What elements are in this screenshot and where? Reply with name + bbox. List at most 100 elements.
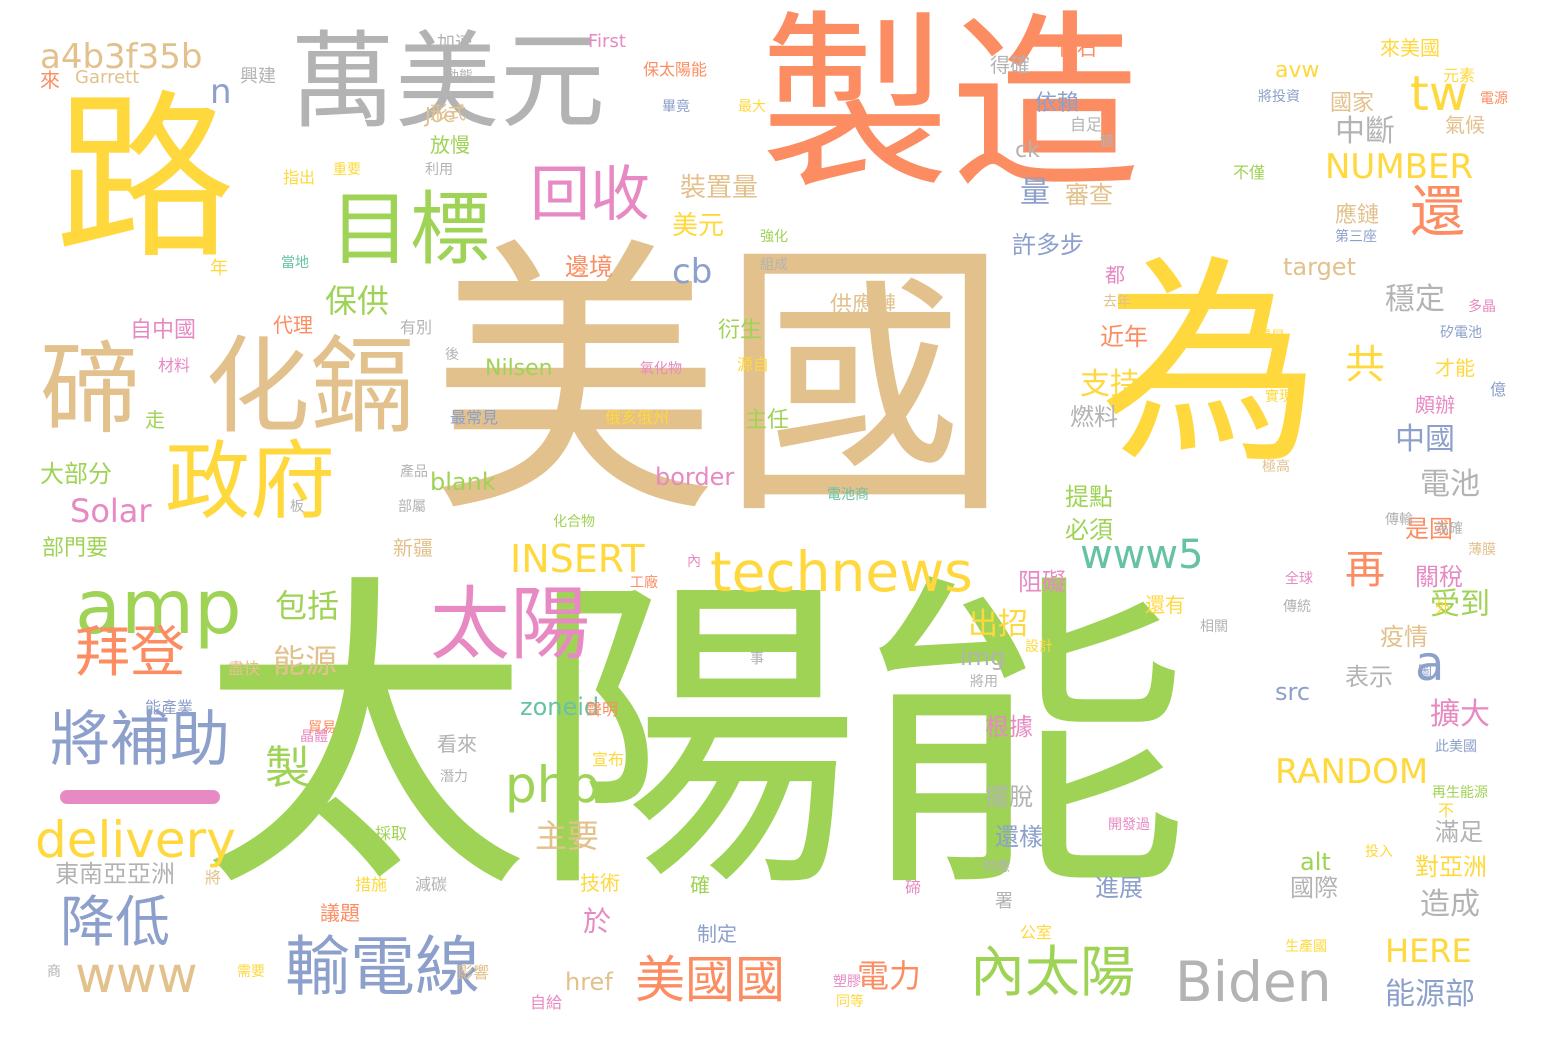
- cloud-word: 再: [1345, 547, 1385, 593]
- cloud-word: 還: [1410, 180, 1466, 244]
- cloud-word: 滿足: [1435, 818, 1483, 846]
- cloud-word: 疫情: [1380, 623, 1428, 651]
- cloud-word: 中國: [1395, 422, 1455, 457]
- cloud-word: 目標: [330, 183, 490, 276]
- cloud-word: 受到: [1430, 587, 1490, 622]
- cloud-word: 新疆: [393, 536, 433, 560]
- cloud-word: 採取: [375, 824, 408, 843]
- cloud-word: 包括: [275, 587, 340, 625]
- cloud-word: 於: [583, 905, 612, 938]
- cloud-word: 擺脫: [985, 783, 1033, 811]
- cloud-word: 自給: [530, 993, 563, 1012]
- cloud-word: 碲: [905, 878, 922, 897]
- cloud-word: 還是: [1257, 329, 1285, 345]
- cloud-word: 盡快: [228, 659, 261, 678]
- cloud-word: Nilsen: [485, 356, 553, 381]
- cloud-word: 當地: [281, 255, 309, 271]
- cloud-word: 為確: [1435, 521, 1463, 537]
- cloud-word: HERE: [1385, 932, 1472, 970]
- cloud-word: 保供: [325, 282, 390, 320]
- cloud-word: 薄膜: [1468, 542, 1496, 558]
- cloud-word: zoneid: [520, 693, 600, 721]
- cloud-word: 為: [1100, 237, 1321, 493]
- cloud-word: 議題: [320, 901, 360, 925]
- cloud-word: 電源: [1480, 91, 1508, 107]
- cloud-word: 自中國: [130, 318, 197, 343]
- cloud-word: 技術: [580, 871, 620, 895]
- cloud-word: 化鎘: [205, 326, 416, 448]
- cloud-word: 再生能源: [1432, 785, 1488, 801]
- cloud-word: 重要: [333, 162, 361, 178]
- cloud-word: 回收: [530, 160, 650, 230]
- cloud-word: 貿易: [308, 720, 336, 736]
- cloud-word: 塑膠: [833, 974, 861, 990]
- cloud-word: 傳輸: [1385, 512, 1413, 528]
- cloud-word: 措施: [355, 875, 388, 894]
- cloud-word: 聲明: [586, 700, 619, 719]
- cloud-word: 看來: [437, 732, 477, 756]
- cloud-word: 對亞洲: [1415, 853, 1487, 881]
- cloud-word: Biden: [1175, 950, 1332, 1014]
- cloud-word: 多晶: [1468, 299, 1496, 315]
- cloud-word: 代理: [273, 313, 313, 337]
- cloud-word: 供應鏈: [830, 293, 897, 318]
- cloud-word: 化合物: [553, 514, 595, 530]
- cloud-word: 產品: [400, 464, 428, 480]
- cloud-word: 大部分: [40, 460, 112, 488]
- cloud-word: 電池商: [827, 487, 869, 503]
- cloud-word: www: [75, 946, 198, 1004]
- cloud-word: 降低: [60, 890, 171, 954]
- cloud-word: 頗辦: [1415, 393, 1455, 417]
- cloud-word: a: [1415, 636, 1445, 692]
- cloud-word: 畢竟: [662, 99, 690, 115]
- cloud-word: 國際: [1290, 874, 1338, 902]
- cloud-word: 此美國: [1435, 739, 1477, 755]
- cloud-word: Solar: [70, 492, 152, 530]
- cloud-word: 將用: [970, 674, 998, 690]
- cloud-word: 穩定: [1385, 282, 1445, 317]
- cloud-word: 關稅: [1415, 563, 1463, 591]
- cloud-word: 美國國: [635, 951, 785, 1009]
- cloud-word: 氣候: [1445, 113, 1485, 137]
- cloud-word: 自足: [1070, 115, 1103, 134]
- cloud-word: 氧化物: [640, 361, 682, 377]
- cloud-word: 加速: [437, 33, 473, 54]
- cloud-word: 開發過: [1108, 817, 1150, 833]
- cloud-word: 指出: [283, 168, 316, 187]
- cloud-word: 電池: [1420, 467, 1480, 502]
- cloud-word: 能產業: [145, 698, 194, 717]
- cloud-word: 全球: [1285, 571, 1313, 587]
- cloud-word: 去年: [1103, 294, 1131, 310]
- cloud-word: 圖: [1418, 664, 1432, 680]
- cloud-word: 阻礙: [1018, 568, 1066, 596]
- cloud-word: 署: [995, 891, 1013, 912]
- cloud-word: 根據: [985, 713, 1033, 741]
- cloud-word: 最大: [738, 99, 766, 115]
- cloud-word: 將投資: [1258, 89, 1300, 105]
- cloud-word: 太陽能: [200, 548, 1190, 932]
- cloud-word: n: [210, 72, 232, 112]
- cloud-word: 外: [1435, 598, 1452, 617]
- cloud-word: 潛力: [440, 769, 468, 785]
- cloud-word: 提點: [1065, 483, 1113, 511]
- cloud-word: RANDOM: [1275, 752, 1429, 792]
- cloud-word: 造成: [1420, 887, 1480, 922]
- cloud-word: 公室: [1020, 923, 1053, 942]
- cloud-word: 源自: [737, 355, 770, 374]
- cloud-word: target: [1283, 253, 1356, 281]
- cloud-word: 製造: [760, 0, 1141, 215]
- cloud-word: 出招: [968, 607, 1028, 642]
- cloud-word: 相關: [1200, 619, 1228, 635]
- cloud-word: 材料: [158, 356, 191, 375]
- cloud-word: alt: [1300, 848, 1331, 876]
- cloud-word: 不: [1438, 801, 1455, 820]
- cloud-word: Joe: [425, 103, 456, 127]
- cloud-word: 來美國: [1380, 36, 1440, 60]
- cloud-word: 工廠: [630, 575, 658, 591]
- cloud-word: 俄亥俄州: [605, 408, 670, 427]
- cloud-word: 擴大: [1430, 697, 1490, 732]
- cloud-word: 國家: [1330, 91, 1375, 116]
- cloud-word: 共: [1345, 342, 1385, 388]
- cloud-word: 組成: [760, 257, 788, 273]
- cloud-word: 中斷: [1335, 114, 1395, 149]
